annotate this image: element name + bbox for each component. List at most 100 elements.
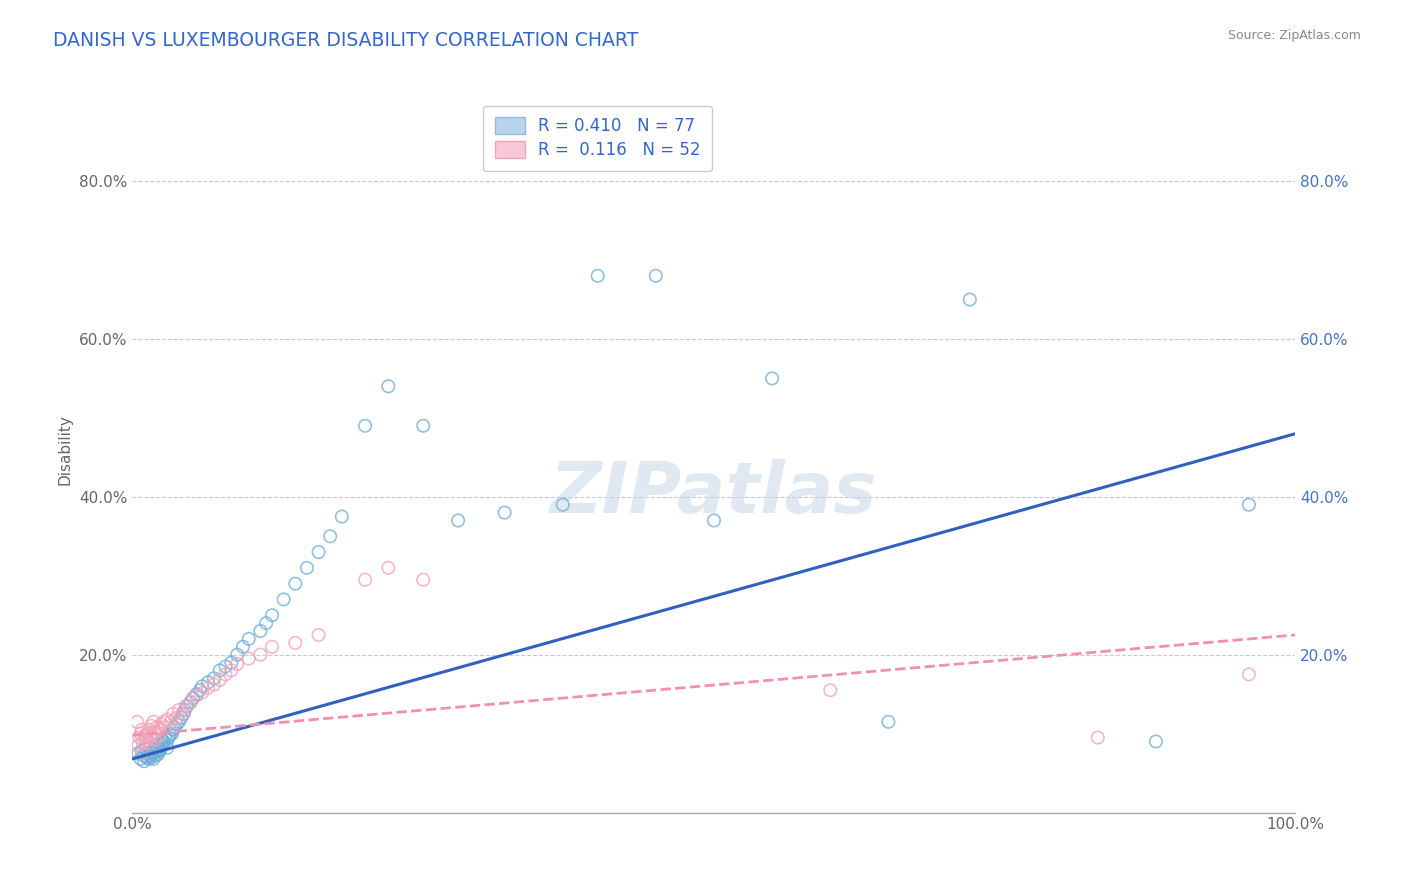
Point (249, 624, 271, 638)
Point (703, 514, 725, 528)
Point (180, 695, 202, 709)
Point (186, 689, 208, 703)
Point (148, 723, 170, 737)
Point (131, 723, 153, 737)
Point (354, 418, 377, 433)
Point (221, 664, 243, 678)
Point (308, 628, 330, 642)
Point (412, 418, 434, 433)
Point (260, 640, 283, 654)
Point (150, 733, 173, 747)
Point (174, 698, 197, 713)
Point (136, 747, 159, 761)
Point (143, 746, 166, 760)
Point (135, 750, 157, 764)
Point (377, 561, 399, 575)
Point (156, 713, 179, 727)
Point (139, 731, 162, 745)
Point (494, 506, 516, 520)
Point (128, 731, 150, 745)
Point (319, 529, 342, 543)
Point (134, 728, 156, 742)
Point (191, 679, 214, 693)
Point (163, 720, 186, 734)
Point (129, 726, 152, 740)
Point (131, 744, 153, 758)
Point (153, 734, 176, 748)
Point (249, 648, 271, 662)
Point (145, 739, 167, 753)
Point (146, 747, 169, 761)
Point (214, 659, 236, 673)
Point (159, 728, 181, 742)
Point (197, 681, 219, 695)
Point (141, 728, 163, 742)
Point (214, 667, 236, 681)
Point (150, 739, 173, 753)
Point (308, 545, 330, 559)
Point (145, 748, 167, 763)
Point (877, 714, 900, 729)
Point (1144, 734, 1167, 748)
Point (138, 752, 160, 766)
Y-axis label: Disability: Disability (58, 414, 72, 485)
Point (238, 651, 260, 665)
Point (330, 509, 353, 524)
Point (191, 685, 214, 699)
Legend: R = 0.410   N = 77, R =  0.116   N = 52: R = 0.410 N = 77, R = 0.116 N = 52 (484, 105, 713, 171)
Point (202, 678, 225, 692)
Point (167, 714, 190, 729)
Point (157, 731, 180, 745)
Point (146, 740, 169, 755)
Point (232, 640, 254, 654)
Point (153, 731, 176, 745)
Point (172, 706, 194, 721)
Point (141, 747, 163, 761)
Point (173, 706, 195, 721)
Point (139, 748, 162, 763)
Point (146, 728, 169, 742)
Point (135, 733, 157, 747)
Point (1087, 731, 1109, 745)
Point (142, 742, 165, 756)
Point (152, 736, 174, 750)
Point (226, 648, 249, 662)
Point (412, 573, 434, 587)
Point (131, 747, 153, 761)
Point (644, 268, 666, 283)
Point (139, 719, 162, 733)
Point (551, 498, 574, 512)
Point (139, 736, 162, 750)
Point (284, 636, 307, 650)
Point (148, 744, 170, 758)
Point (188, 683, 211, 698)
Point (139, 740, 162, 755)
Text: ZIPatlas: ZIPatlas (550, 458, 877, 527)
Point (166, 717, 188, 731)
Point (284, 576, 307, 591)
Point (273, 592, 295, 607)
Point (447, 514, 470, 528)
Point (150, 717, 173, 731)
Point (167, 703, 190, 717)
Text: Source: ZipAtlas.com: Source: ZipAtlas.com (1227, 29, 1361, 42)
Point (761, 371, 783, 385)
Point (208, 664, 231, 678)
Point (221, 656, 243, 670)
Point (142, 752, 165, 766)
Point (146, 744, 169, 758)
Point (1237, 498, 1260, 512)
Point (156, 733, 179, 747)
Point (226, 657, 249, 672)
Point (260, 608, 283, 623)
Point (142, 714, 165, 729)
Point (127, 739, 149, 753)
Point (143, 733, 166, 747)
Point (1237, 667, 1260, 681)
Point (134, 731, 156, 745)
Point (176, 698, 198, 713)
Point (586, 268, 609, 283)
Point (197, 675, 219, 690)
Point (136, 726, 159, 740)
Point (162, 723, 184, 737)
